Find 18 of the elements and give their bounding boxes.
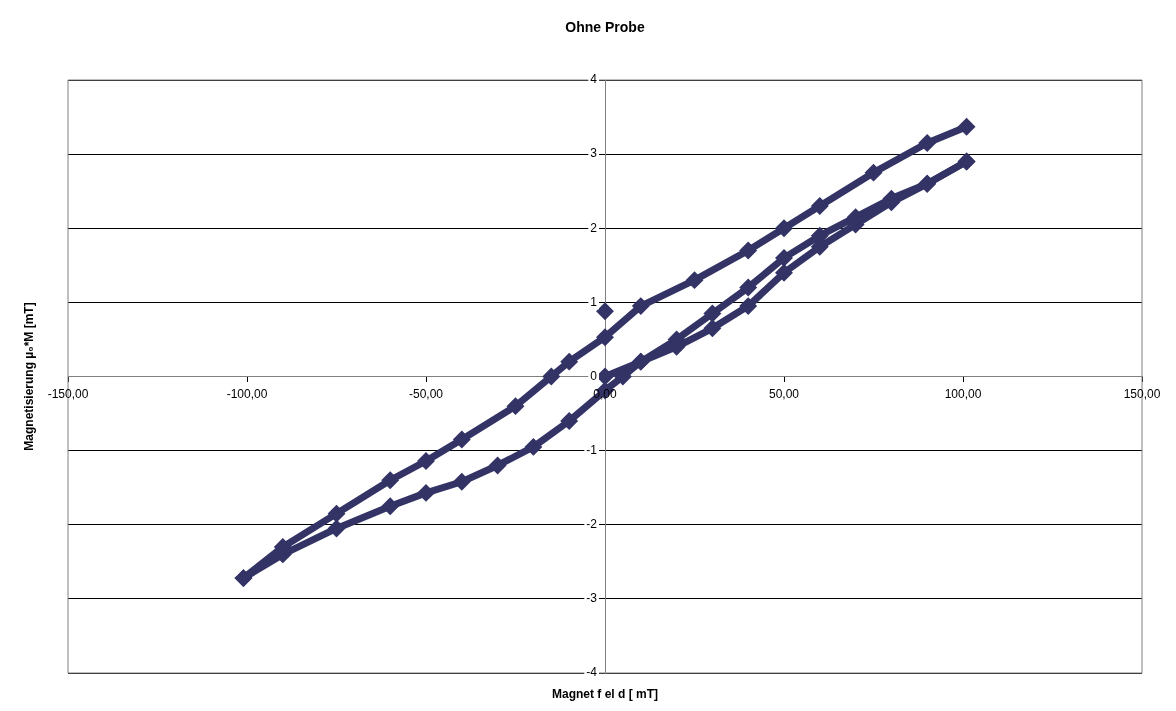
x-tick-label: 100,00: [944, 386, 982, 401]
y-tick-label: 4: [590, 72, 598, 87]
x-tick-label: -50,00: [408, 386, 444, 401]
y-tick-label: -3: [586, 591, 598, 606]
y-tick-label: 1: [590, 294, 598, 309]
y-tick-label: 3: [590, 146, 598, 161]
y-tick-label: -4: [586, 665, 598, 680]
x-tick-label: 50,00: [768, 386, 800, 401]
y-tick-label: 0: [590, 368, 598, 383]
y-tick-label: -1: [586, 442, 598, 457]
chart-title: Ohne Probe: [565, 18, 645, 35]
x-tick-label: -150,00: [47, 386, 89, 401]
y-tick-label: 2: [590, 220, 598, 235]
y-axis-title: Magnetisierung µ₀*M [mT]: [22, 302, 37, 451]
x-tick-label: 150,00: [1123, 386, 1161, 401]
y-tick-label: -2: [586, 517, 598, 532]
x-tick-label: -100,00: [226, 386, 268, 401]
x-axis-title: Magnet f el d [ mT]: [552, 687, 658, 702]
